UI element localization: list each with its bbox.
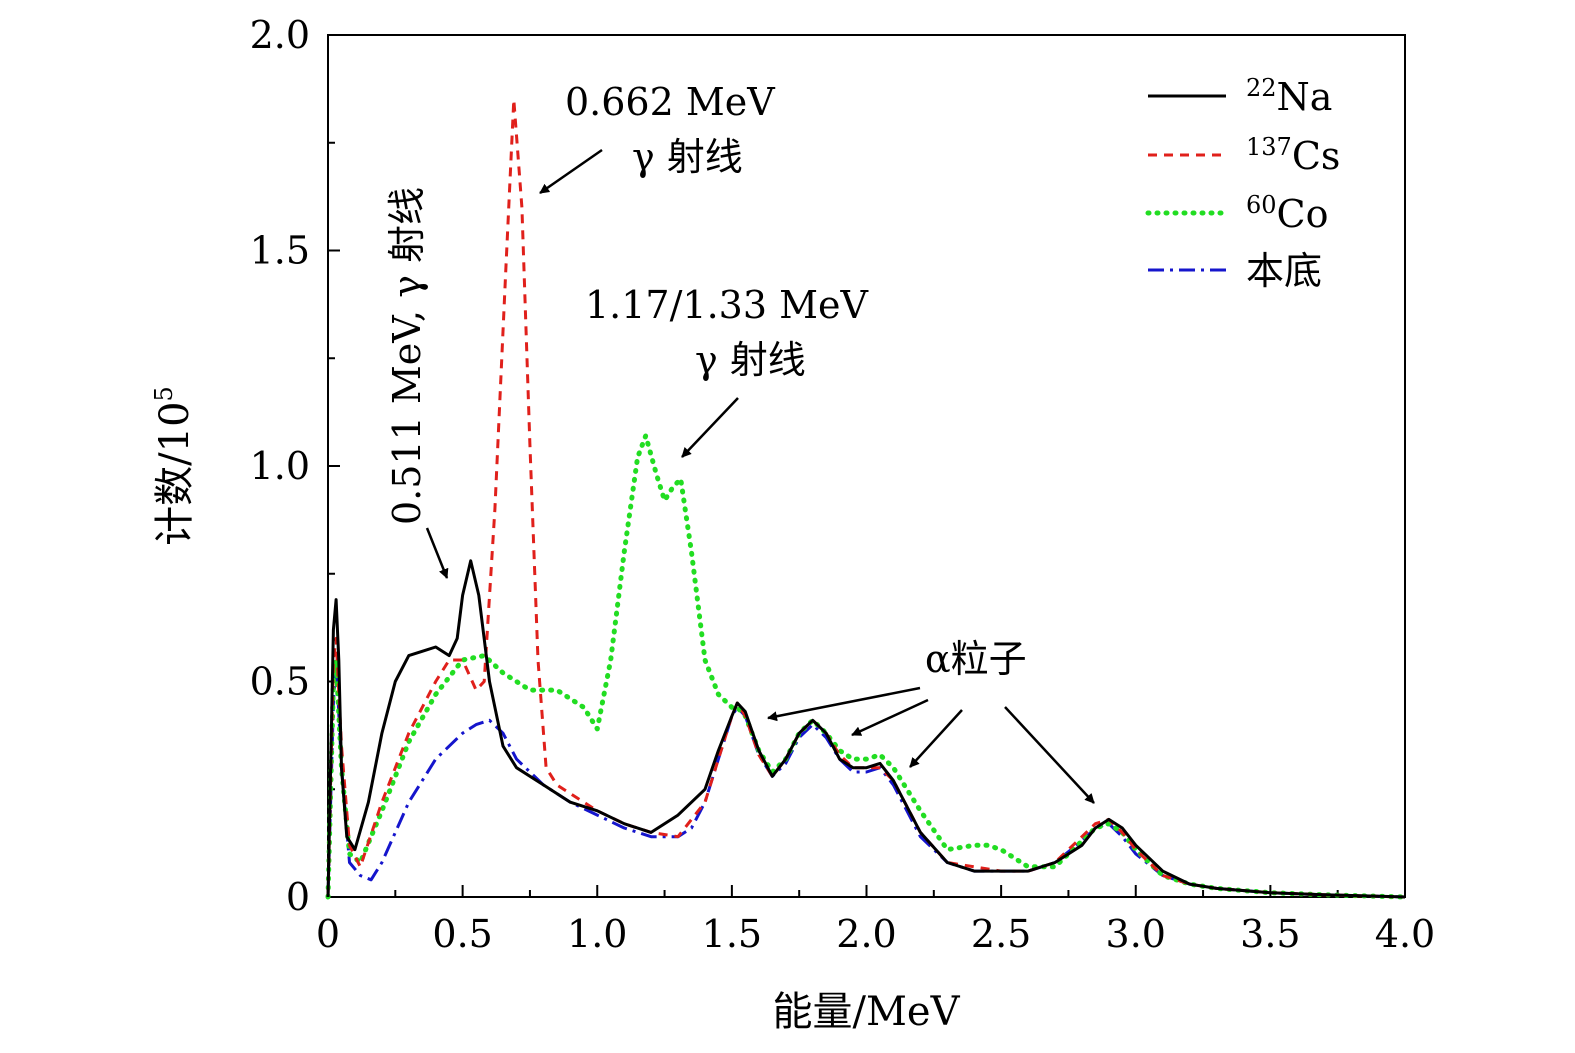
y-tick-label: 1.0 <box>250 444 310 488</box>
annotation-co60-gamma: γ 射线 <box>695 338 806 382</box>
y-tick-label: 1.5 <box>250 229 310 273</box>
series-line-co60 <box>325 433 1408 900</box>
legend-label-na22: 22Na <box>1246 74 1332 119</box>
x-tick-label: 4.0 <box>1375 912 1435 956</box>
series-line-bg <box>326 658 1406 899</box>
x-tick-label: 1.0 <box>567 912 627 956</box>
annotation-alpha-particles: α粒子 <box>767 637 1095 804</box>
legend-label-cs137: 137Cs <box>1246 133 1340 178</box>
series-layer <box>325 98 1408 900</box>
annotation-alpha-label: α粒子 <box>925 637 1027 681</box>
x-tick-label: 3.0 <box>1106 912 1166 956</box>
x-tick-label: 1.5 <box>702 912 762 956</box>
annotation-co60-arrow <box>681 397 739 458</box>
x-axis-ticks: 0 0.5 1.0 1.5 2.0 2.5 3.0 3.5 4.0 <box>316 885 1435 956</box>
annotation-na22-arrow <box>425 527 449 579</box>
x-tick-label: 2.5 <box>971 912 1031 956</box>
annotation-alpha-arrow-4 <box>1004 706 1095 804</box>
annotation-alpha-arrow-2 <box>851 698 929 737</box>
annotation-cs137-gamma: γ 射线 <box>632 135 743 179</box>
annotation-na22-peak: 0.511 MeV, γ 射线 <box>385 187 449 579</box>
series-line-cs137 <box>326 98 1406 899</box>
y-tick-label: 0.5 <box>250 660 310 704</box>
legend-label-background: 本底 <box>1246 249 1322 293</box>
x-tick-label: 2.0 <box>836 912 896 956</box>
series-line-na22 <box>326 559 1406 899</box>
x-tick-label: 0.5 <box>432 912 492 956</box>
x-tick-label: 3.5 <box>1240 912 1300 956</box>
y-axis-ticks: 0 0.5 1.0 1.5 2.0 <box>250 13 340 919</box>
x-axis-title: 能量/MeV <box>773 989 961 1035</box>
y-tick-label: 0 <box>286 875 310 919</box>
legend-label-co60: 60Co <box>1246 191 1329 236</box>
x-tick-label: 0 <box>316 912 340 956</box>
annotation-cs137-peak: 0.662 MeV γ 射线 <box>539 80 775 195</box>
annotation-cs137-energy: 0.662 MeV <box>565 80 775 124</box>
legend: 22Na 137Cs 60Co 本底 <box>1145 74 1340 293</box>
annotation-cs137-arrow <box>539 148 603 195</box>
annotation-alpha-arrow-3 <box>909 709 963 768</box>
y-tick-label: 2.0 <box>250 13 310 57</box>
y-axis-title: 计数/105 <box>150 386 198 546</box>
annotation-na22-label: 0.511 MeV, γ 射线 <box>385 187 429 525</box>
annotation-co60-energy: 1.17/1.33 MeV <box>585 283 868 327</box>
annotation-co60-peak: 1.17/1.33 MeV γ 射线 <box>585 283 868 458</box>
annotation-alpha-arrow-1 <box>767 686 921 722</box>
